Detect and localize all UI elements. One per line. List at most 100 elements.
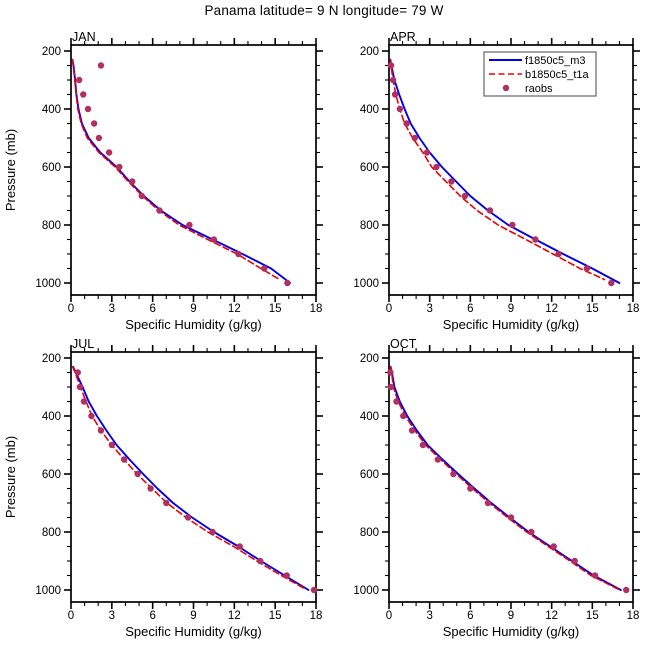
y-tick-label: 600 — [360, 162, 379, 174]
series-line-f1850c5_m3 — [389, 58, 621, 284]
x-tick-label: 0 — [68, 303, 74, 315]
obs-point-raobs — [283, 572, 290, 579]
y-tick-label: 400 — [360, 411, 379, 423]
x-axis-title: Specific Humidity (g/kg) — [443, 624, 580, 639]
obs-point-raobs — [256, 557, 264, 565]
obs-point-raobs — [507, 514, 515, 521]
obs-point-raobs — [163, 499, 170, 507]
y-tick-label: 800 — [42, 220, 61, 232]
obs-point-raobs — [423, 149, 431, 156]
obs-point-raobs — [138, 192, 145, 200]
obs-point-raobs — [396, 105, 404, 113]
obs-point-raobs — [90, 120, 98, 127]
x-tick-label: 18 — [310, 303, 323, 315]
panel-jul: 0 3 6 9 12 15 18 200 400 600 800 1000 JUL Specific Hu… — [3, 337, 323, 639]
series-line-b1850c5_t1a — [389, 365, 619, 590]
panel-title: APR — [390, 30, 416, 44]
x-tick-label: 3 — [109, 610, 115, 622]
obs-point-raobs — [284, 279, 291, 287]
x-axis-title: Specific Humidity (g/kg) — [125, 624, 262, 639]
x-tick-label: 18 — [310, 610, 323, 622]
legend-dot-sample — [502, 84, 510, 92]
obs-point-raobs — [528, 528, 535, 536]
obs-point-raobs — [80, 91, 87, 98]
x-tick-label: 15 — [586, 303, 599, 315]
series-line-b1850c5_t1a — [71, 58, 282, 281]
y-tick-label: 600 — [360, 469, 379, 481]
obs-point-raobs — [411, 134, 418, 142]
y-axis-title: Pressure (mb) — [3, 436, 18, 518]
obs-point-raobs — [235, 250, 242, 258]
x-tick-label: 9 — [508, 303, 514, 315]
obs-point-raobs — [408, 427, 416, 434]
x-tick-label: 3 — [426, 610, 432, 622]
y-tick-label: 400 — [360, 104, 379, 116]
obs-point-raobs — [105, 149, 113, 156]
y-tick-label: 1000 — [35, 278, 61, 290]
obs-point-raobs — [210, 236, 218, 243]
x-tick-label: 6 — [467, 610, 473, 622]
obs-point-raobs — [147, 485, 154, 492]
obs-point-raobs — [387, 383, 395, 391]
plot-frame — [70, 44, 317, 296]
y-tick-label: 200 — [42, 46, 61, 58]
obs-point-raobs — [509, 221, 516, 229]
y-tick-label: 200 — [42, 353, 61, 365]
y-tick-label: 400 — [42, 411, 61, 423]
x-tick-label: 12 — [545, 610, 558, 622]
x-tick-label: 6 — [149, 303, 155, 315]
y-tick-label: 1000 — [353, 278, 379, 290]
obs-point-raobs — [583, 265, 591, 272]
series-line-b1850c5_t1a — [71, 365, 306, 590]
x-tick-label: 0 — [386, 303, 392, 315]
obs-point-raobs — [75, 76, 83, 84]
obs-point-raobs — [95, 134, 103, 142]
obs-point-raobs — [486, 207, 494, 214]
y-tick-label: 800 — [360, 527, 379, 539]
x-tick-label: 18 — [627, 303, 640, 315]
x-tick-label: 12 — [228, 303, 241, 315]
panel-oct: 0 3 6 9 12 15 18 200 400 600 800 1000 OCT Specific Hu… — [353, 337, 640, 639]
obs-point-raobs — [532, 236, 539, 243]
obs-point-raobs — [391, 91, 399, 98]
obs-point-raobs — [134, 470, 141, 478]
y-tick-label: 1000 — [353, 585, 379, 597]
x-axis-title: Specific Humidity (g/kg) — [125, 317, 262, 332]
figure-title: Panama latitude= 9 N longitude= 79 W — [204, 3, 444, 18]
y-tick-label: 400 — [42, 104, 61, 116]
obs-point-raobs — [623, 586, 630, 594]
y-tick-label: 600 — [42, 469, 61, 481]
obs-point-raobs — [389, 76, 397, 84]
x-tick-label: 9 — [190, 610, 196, 622]
legend-label: b1850c5_t1a — [525, 69, 589, 81]
obs-point-raobs — [236, 543, 243, 550]
x-tick-label: 6 — [467, 303, 473, 315]
obs-point-raobs — [555, 250, 562, 258]
obs-point-raobs — [74, 369, 82, 376]
y-tick-label: 800 — [360, 220, 379, 232]
x-axis-title: Specific Humidity (g/kg) — [443, 317, 580, 332]
obs-point-raobs — [156, 207, 163, 214]
panel-title: OCT — [390, 337, 417, 351]
x-tick-label: 18 — [627, 610, 640, 622]
obs-point-raobs — [261, 265, 268, 272]
obs-point-raobs — [403, 120, 410, 127]
x-tick-label: 12 — [228, 610, 241, 622]
panel-title: JUL — [72, 337, 94, 351]
x-tick-label: 6 — [149, 610, 155, 622]
x-tick-label: 12 — [545, 303, 558, 315]
obs-point-raobs — [97, 62, 105, 69]
obs-point-raobs — [184, 514, 192, 521]
obs-point-raobs — [550, 543, 557, 550]
x-tick-label: 3 — [109, 303, 115, 315]
obs-point-raobs — [591, 572, 599, 579]
obs-point-raobs — [129, 178, 136, 185]
x-tick-label: 15 — [269, 303, 282, 315]
y-tick-label: 200 — [360, 353, 379, 365]
obs-point-raobs — [120, 456, 128, 463]
plot-frame — [70, 351, 317, 603]
plot-frame — [388, 351, 634, 603]
